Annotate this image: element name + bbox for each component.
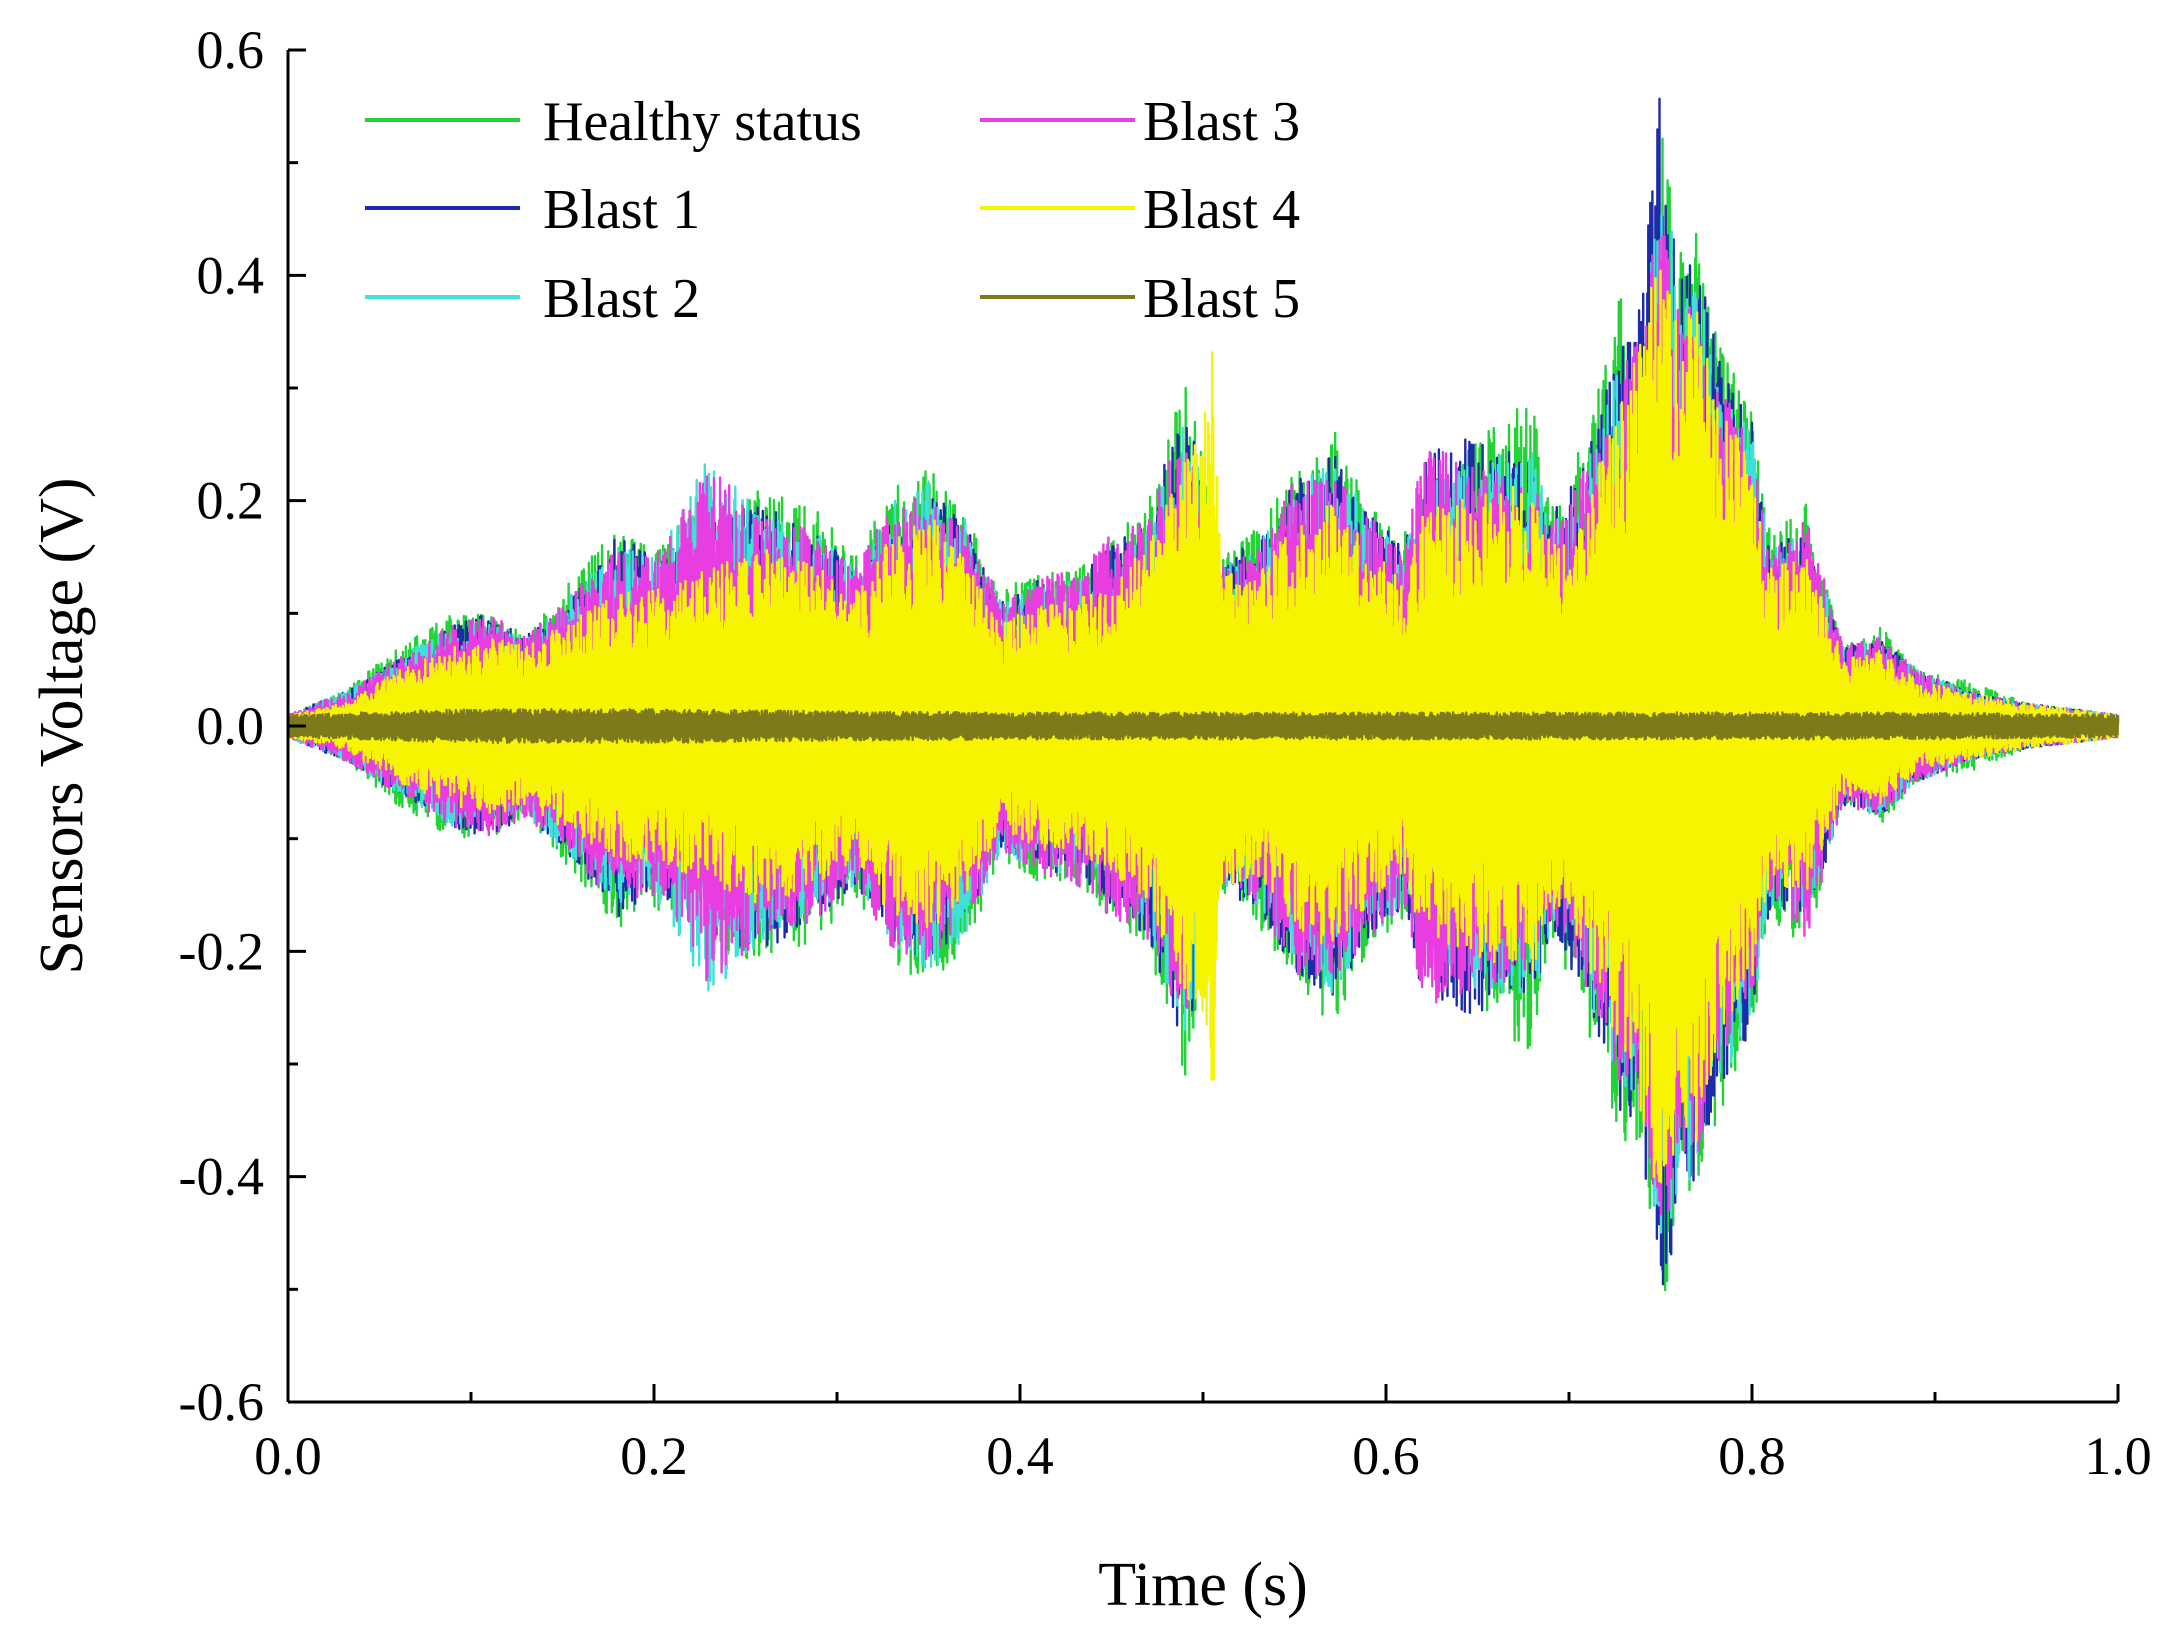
y-ticks: -0.6 -0.4 -0.2 0.0 0.2 0.4 0.6 [179,20,306,1432]
y-tick-label: -0.2 [179,921,264,981]
y-tick-label: -0.4 [179,1147,264,1207]
x-tick-label: 0.6 [1352,1426,1420,1486]
legend-label: Blast 1 [543,179,700,241]
y-tick-label: 0.2 [197,471,265,531]
legend: Healthy status Blast 1 Blast 2 Blast 3 Blast… [365,91,1300,330]
x-ticks: 0.0 0.2 0.4 0.6 0.8 1.0 [254,1384,2152,1486]
legend-label: Blast 2 [543,268,700,330]
y-tick-label: 0.6 [197,20,265,80]
series-line [286,269,2120,1184]
y-axis-title: Sensors Voltage (V) [28,477,96,974]
y-tick-label: 0.4 [197,245,265,305]
legend-label: Blast 4 [1143,179,1300,241]
x-tick-label: 0.4 [986,1426,1054,1486]
x-axis-title: Time (s) [1098,1551,1308,1619]
y-tick-label: -0.6 [179,1372,264,1432]
legend-label: Blast 5 [1143,268,1300,330]
x-tick-label: 1.0 [2084,1426,2152,1486]
legend-label: Blast 3 [1143,91,1300,153]
series-line [286,708,2120,745]
x-tick-label: 0.0 [254,1426,322,1486]
series-layer [286,97,2120,1292]
x-tick-label: 0.2 [620,1426,688,1486]
legend-label: Healthy status [543,91,862,153]
x-tick-label: 0.8 [1718,1426,1786,1486]
y-tick-label: 0.0 [197,696,265,756]
